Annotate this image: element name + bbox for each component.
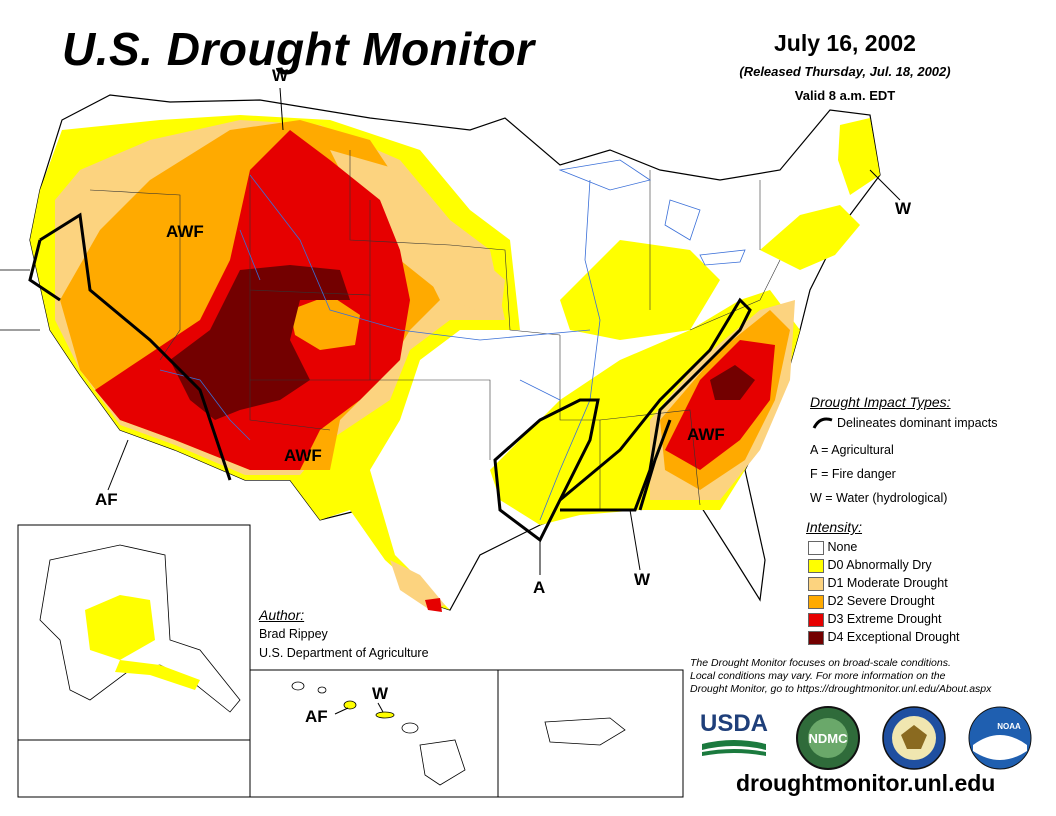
great-lakes xyxy=(558,159,746,266)
page-title: U.S. Drought Monitor xyxy=(62,23,535,75)
rivers xyxy=(159,174,601,521)
legend-row-d3: D3 Extreme Drought xyxy=(808,612,960,630)
author-name: Brad Rippey xyxy=(259,627,328,641)
swatch-d0 xyxy=(808,558,824,573)
impact-boundaries xyxy=(28,212,752,543)
legend-row-d0: D0 Abnormally Dry xyxy=(808,558,960,576)
swatch-none xyxy=(808,540,824,555)
impact-line-southeast xyxy=(559,297,752,512)
note-line: Local conditions may vary. For more info… xyxy=(690,670,946,682)
d4-southeast xyxy=(710,365,755,400)
legend-row-d1: D1 Moderate Drought xyxy=(808,576,960,594)
d2-colorado-hole xyxy=(290,295,360,350)
intensity-legend: None D0 Abnormally Dry D1 Moderate Droug… xyxy=(808,540,960,648)
legend-label: D3 Extreme Drought xyxy=(827,612,942,626)
impact-line-southeast-inner xyxy=(638,419,672,511)
legend-label: D4 Exceptional Drought xyxy=(827,630,960,644)
label-hawaii-w: W xyxy=(372,684,389,703)
swatch-d2 xyxy=(808,594,824,609)
d0-northeast xyxy=(760,205,860,270)
d0-maine xyxy=(838,118,880,195)
swatch-d1 xyxy=(808,576,824,591)
legend-label: D1 Moderate Drought xyxy=(827,576,948,590)
impact-line-south xyxy=(493,398,600,543)
ndmc-logo-text: NDMC xyxy=(809,731,849,746)
puerto-rico-shape xyxy=(544,717,626,746)
ndmc-logo: NDMC xyxy=(796,706,860,770)
usda-swoosh-icon xyxy=(702,740,766,756)
legend-label: D2 Severe Drought xyxy=(827,594,935,608)
usda-logo-text: USDA xyxy=(700,710,769,737)
intensity-legend-title: Intensity: xyxy=(806,519,863,535)
label-w-northeast: W xyxy=(895,199,912,218)
impact-agricultural: A = Agricultural xyxy=(810,443,894,457)
swatch-d4 xyxy=(808,630,824,645)
author-org: U.S. Department of Agriculture xyxy=(259,646,429,660)
d1-texas xyxy=(390,560,445,610)
label-af-southwest: AF xyxy=(95,490,118,509)
label-awf-southeast: AWF xyxy=(687,425,725,444)
d3-texas-tip xyxy=(425,598,442,612)
label-awf-northwest: AWF xyxy=(166,222,204,241)
label-a-south: A xyxy=(533,578,546,597)
impact-line-desc: Delineates dominant impacts xyxy=(837,416,998,430)
legend-row-d4: D4 Exceptional Drought xyxy=(808,630,960,648)
impact-line-icon xyxy=(812,417,833,429)
legend-row-none: None xyxy=(808,540,960,558)
note-line: Drought Monitor, go to https://droughtmo… xyxy=(690,683,992,695)
footer-url[interactable]: droughtmonitor.unl.edu xyxy=(736,770,996,796)
note-line: The Drought Monitor focuses on broad-sca… xyxy=(690,657,951,669)
impact-line-west xyxy=(39,212,232,481)
d4-west xyxy=(170,265,350,420)
d2-dakotas xyxy=(330,150,505,320)
impact-fire: F = Fire danger xyxy=(810,467,896,481)
author-title: Author: xyxy=(259,607,305,623)
label-hawaii-af: AF xyxy=(305,707,328,726)
swatch-d3 xyxy=(808,612,824,627)
valid-time: Valid 8 a.m. EDT xyxy=(794,88,896,103)
state-boundaries xyxy=(89,150,781,510)
hawaii-inset xyxy=(249,669,499,798)
impact-legend-title: Drought Impact Types: xyxy=(810,394,951,410)
legend-label: D0 Abnormally Dry xyxy=(827,558,932,572)
usda-logo: USDA xyxy=(700,710,768,760)
d3-southeast xyxy=(665,340,775,470)
impact-line-west-coast xyxy=(28,239,61,302)
disclaimer-note: The Drought Monitor focuses on broad-sca… xyxy=(690,657,1040,696)
release-date: (Released Thursday, Jul. 18, 2002) xyxy=(739,64,951,79)
map-date: July 16, 2002 xyxy=(774,30,916,56)
label-awf-southwest: AWF xyxy=(284,446,322,465)
legend-label: None xyxy=(827,540,858,554)
legend-row-d2: D2 Severe Drought xyxy=(808,594,960,612)
d0-ohio xyxy=(560,240,720,340)
alaska-d0 xyxy=(85,595,155,660)
commerce-seal-icon xyxy=(882,706,946,770)
impact-water: W = Water (hydrological) xyxy=(810,491,948,505)
noaa-logo: NOAA xyxy=(968,706,1032,770)
alaska-d0-south xyxy=(115,660,200,690)
label-w-southeast: W xyxy=(634,570,651,589)
label-west-w: W xyxy=(272,66,289,85)
noaa-logo-text: NOAA xyxy=(997,722,1021,731)
